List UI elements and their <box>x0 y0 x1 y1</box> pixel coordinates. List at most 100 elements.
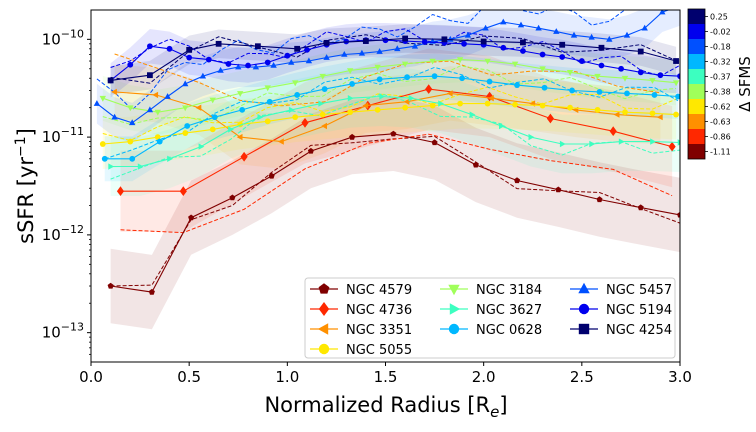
point-ngc-3184 <box>154 109 161 116</box>
legend-entry-ngc-4254: NGC 4254 <box>570 323 672 338</box>
point-ngc-0628 <box>675 93 680 100</box>
colorbar-frame <box>687 8 706 160</box>
series-ngc-5457 <box>93 10 670 126</box>
point-ngc-0628 <box>431 73 438 80</box>
legend-marker <box>318 343 330 355</box>
line-ngc-0628 <box>104 75 679 160</box>
point-ngc-3627 <box>438 100 444 107</box>
series-ngc-3627 <box>108 93 680 170</box>
point-ngc-3351 <box>321 122 327 130</box>
point-ngc-3184 <box>539 66 546 73</box>
point-ngc-5055 <box>347 109 354 116</box>
legend-marker <box>318 302 330 316</box>
y-tick-label: 10−12 <box>42 223 84 244</box>
point-ngc-5194 <box>304 46 310 53</box>
point-ngc-4254 <box>480 38 487 45</box>
point-ngc-0628 <box>459 75 465 82</box>
legend-entry-ngc-5194: NGC 5194 <box>570 303 672 318</box>
point-ngc-4254 <box>673 58 679 64</box>
point-ngc-0628 <box>349 81 356 87</box>
point-ngc-5194 <box>421 39 428 45</box>
point-ngc-4254 <box>362 38 369 44</box>
point-ngc-5055 <box>484 100 491 107</box>
point-ngc-3627 <box>650 138 656 145</box>
point-ngc-3627 <box>618 138 625 145</box>
data-series <box>93 10 680 295</box>
point-ngc-5457 <box>641 24 648 31</box>
colorbar-tick-label: -0.32 <box>710 58 731 67</box>
point-ngc-5194 <box>147 43 153 50</box>
point-ngc-5457 <box>606 35 613 42</box>
point-ngc-3351 <box>195 104 202 111</box>
point-ngc-4736 <box>425 84 433 94</box>
band-ngc-4254 <box>110 24 677 95</box>
point-ngc-0628 <box>156 138 163 145</box>
point-ngc-3627 <box>288 106 295 113</box>
point-ngc-0628 <box>376 76 383 83</box>
legend-label: NGC 5457 <box>606 283 672 298</box>
line-ngc-5194 <box>110 39 680 81</box>
point-ngc-4579 <box>307 147 314 154</box>
point-ngc-3351 <box>111 88 117 96</box>
band-ngc-3627 <box>110 67 680 196</box>
point-ngc-3627 <box>318 100 325 107</box>
point-ngc-3627 <box>198 143 205 150</box>
point-ngc-0628 <box>294 92 301 98</box>
point-ngc-5055 <box>374 106 381 113</box>
point-ngc-5194 <box>598 62 605 69</box>
legend-marker <box>578 323 590 335</box>
point-ngc-5457 <box>199 72 207 79</box>
point-ngc-0628 <box>321 86 328 92</box>
point-ngc-3184 <box>672 80 680 87</box>
x-tick-label: 3.0 <box>668 368 692 386</box>
point-ngc-3184 <box>401 61 409 68</box>
point-ngc-5457 <box>570 31 578 38</box>
point-ngc-4254 <box>254 43 261 50</box>
point-ngc-4254 <box>520 39 526 46</box>
point-ngc-3627 <box>257 114 264 121</box>
point-ngc-3351 <box>613 111 620 118</box>
line-ngc-5457 <box>96 10 670 124</box>
point-ngc-3351 <box>278 138 284 145</box>
colorbar-tick-label: -0.37 <box>710 73 731 82</box>
point-ngc-5194 <box>500 44 507 51</box>
point-ngc-5055 <box>292 114 299 121</box>
point-ngc-5457 <box>411 42 419 49</box>
point-ngc-5055 <box>539 102 546 109</box>
dashed-line-ngc-4579 <box>110 135 680 287</box>
point-ngc-4736 <box>668 141 676 152</box>
point-ngc-5194 <box>520 48 526 54</box>
point-ngc-5055 <box>512 101 518 108</box>
point-ngc-5055 <box>127 138 134 145</box>
legend-entry-ngc-4736: NGC 4736 <box>310 302 412 318</box>
point-ngc-3184 <box>292 80 299 87</box>
series-ngc-4254 <box>107 35 679 84</box>
point-ngc-4736 <box>301 118 309 128</box>
legend-label: NGC 0628 <box>476 323 542 338</box>
legend-label: NGC 4254 <box>606 323 672 338</box>
legend-marker <box>578 303 590 315</box>
point-ngc-3184 <box>456 57 464 64</box>
colorbar-tick-label: 0.25 <box>710 13 728 22</box>
point-ngc-5194 <box>618 65 624 72</box>
legend-label: NGC 5194 <box>606 303 672 318</box>
point-ngc-3627 <box>528 133 535 141</box>
legend-marker <box>578 282 590 294</box>
line-ngc-5055 <box>102 103 677 145</box>
point-ngc-3184 <box>649 78 656 84</box>
point-ngc-3351 <box>656 114 663 121</box>
series-ngc-3184 <box>99 57 680 116</box>
point-ngc-5457 <box>164 93 171 99</box>
point-ngc-3627 <box>379 93 386 100</box>
point-ngc-5457 <box>659 10 666 15</box>
line-ngc-3627 <box>110 95 680 168</box>
legend-entry-ngc-5055: NGC 5055 <box>310 343 412 358</box>
point-ngc-5194 <box>186 54 193 61</box>
point-ngc-0628 <box>211 114 218 121</box>
point-ngc-5194 <box>284 52 291 59</box>
x-tick-label: 2.5 <box>570 368 594 386</box>
dashed-line-ngc-4736 <box>120 133 673 234</box>
point-ngc-3184 <box>621 75 629 82</box>
dashed-line-ngc-5055 <box>102 86 677 142</box>
